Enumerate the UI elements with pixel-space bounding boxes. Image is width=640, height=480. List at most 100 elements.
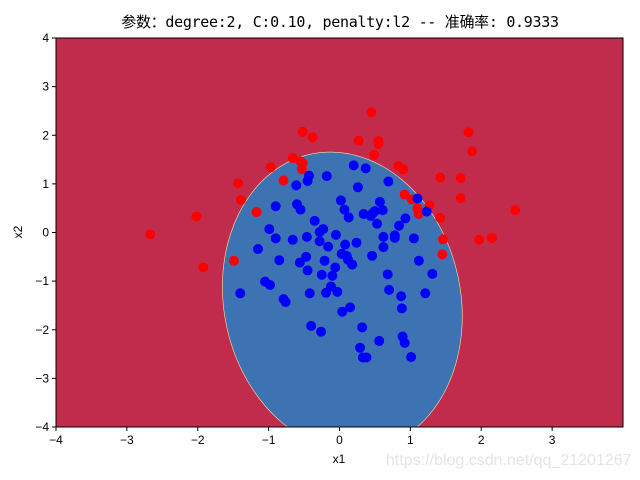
data-point — [252, 244, 263, 255]
data-point — [265, 162, 276, 173]
data-point — [301, 231, 312, 242]
data-point — [291, 180, 302, 191]
data-point — [339, 204, 350, 215]
y-tick-label: 1 — [42, 177, 49, 191]
y-tick-label: 3 — [42, 80, 49, 94]
data-point — [377, 205, 388, 216]
data-point — [437, 234, 448, 245]
data-point — [396, 291, 407, 302]
x-tick-label: −2 — [191, 433, 205, 447]
data-point — [353, 135, 364, 146]
data-point — [374, 335, 385, 346]
data-point — [309, 215, 320, 226]
data-point — [372, 218, 383, 229]
data-point — [373, 136, 384, 147]
data-point — [343, 212, 354, 223]
x-axis-label: x1 — [333, 452, 346, 466]
data-point — [251, 207, 262, 218]
data-point — [382, 269, 393, 280]
data-point — [270, 233, 281, 244]
data-point — [408, 233, 419, 244]
x-tick-label: −1 — [262, 433, 276, 447]
y-tick-label: 4 — [42, 31, 49, 45]
data-point — [435, 172, 446, 183]
data-point — [366, 107, 377, 118]
x-tick-label: 0 — [336, 433, 343, 447]
data-point — [191, 211, 202, 222]
data-point — [235, 288, 246, 299]
data-point — [351, 237, 362, 248]
data-point — [396, 303, 407, 314]
data-point — [369, 149, 380, 160]
data-point — [455, 173, 466, 184]
data-point — [335, 195, 346, 206]
data-point — [304, 170, 315, 181]
y-tick-label: 0 — [42, 226, 49, 240]
data-point — [383, 176, 394, 187]
y-tick-label: −2 — [35, 323, 49, 337]
data-point — [355, 342, 366, 353]
data-point — [398, 164, 409, 175]
data-point — [295, 204, 306, 215]
data-point — [510, 205, 521, 216]
data-point — [316, 269, 327, 280]
data-point — [198, 262, 209, 273]
data-point — [235, 194, 246, 205]
data-point — [337, 306, 348, 317]
data-point — [145, 229, 156, 240]
data-point — [352, 182, 363, 193]
data-point — [389, 232, 400, 243]
data-point — [306, 320, 317, 331]
chart-title: 参数：degree:2, C:0.10, penalty:l2 -- 准确率: … — [121, 13, 559, 31]
data-point — [406, 351, 417, 362]
data-point — [384, 284, 395, 295]
data-point — [360, 163, 371, 174]
data-point — [330, 229, 341, 240]
x-tick-label: 2 — [478, 433, 485, 447]
data-point — [455, 192, 466, 203]
x-tick-label: −4 — [49, 433, 63, 447]
data-point — [361, 352, 372, 363]
data-point — [327, 270, 338, 281]
data-point — [323, 241, 334, 252]
data-point — [486, 232, 497, 243]
y-axis-label: x2 — [11, 225, 25, 238]
x-axis-ticks: −4 −3 −2 −1 0 1 2 3 — [49, 427, 556, 447]
data-point — [369, 206, 380, 217]
data-point — [413, 255, 424, 266]
data-point — [367, 250, 378, 261]
data-point — [321, 171, 332, 182]
x-tick-label: −3 — [120, 433, 134, 447]
y-tick-label: −3 — [35, 371, 49, 385]
y-axis-ticks: 4 3 2 1 0 −1 −2 −3 −4 — [35, 31, 56, 434]
data-point — [307, 132, 318, 143]
data-point — [420, 288, 431, 299]
data-point — [340, 239, 351, 250]
data-point — [394, 220, 405, 231]
data-point — [270, 201, 281, 212]
data-point — [413, 209, 424, 220]
data-point — [437, 249, 448, 260]
data-point — [412, 193, 423, 204]
scatter-points — [145, 107, 521, 363]
data-point — [474, 234, 485, 245]
y-tick-label: 2 — [42, 128, 49, 142]
data-point — [374, 196, 385, 207]
data-point — [278, 175, 289, 186]
data-point — [399, 337, 410, 348]
data-point — [378, 242, 389, 253]
data-point — [463, 127, 474, 138]
data-point — [345, 302, 356, 313]
x-tick-label: 1 — [407, 433, 414, 447]
data-point — [427, 268, 438, 279]
data-point — [316, 326, 327, 337]
data-point — [348, 160, 359, 171]
data-point — [347, 259, 358, 270]
y-tick-label: −4 — [35, 420, 49, 434]
data-point — [357, 322, 368, 333]
data-point — [400, 213, 411, 224]
data-point — [297, 157, 308, 168]
y-tick-label: −1 — [35, 274, 49, 288]
data-point — [297, 126, 308, 137]
